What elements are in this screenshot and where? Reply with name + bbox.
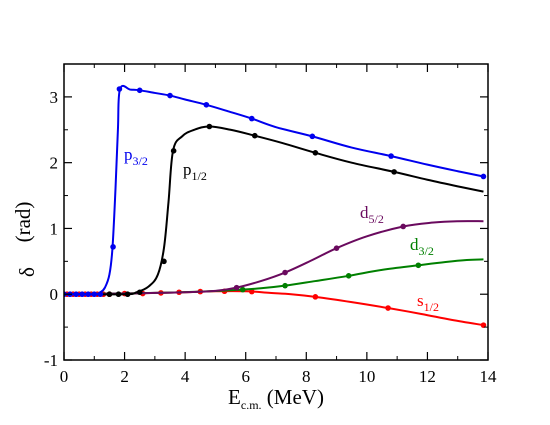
data-point (136, 289, 143, 296)
data-point (282, 282, 288, 289)
data-point (282, 269, 288, 276)
data-point (97, 291, 104, 298)
x-tick-label: 10 (358, 367, 375, 386)
y-tick-label: 0 (50, 285, 59, 304)
data-point (312, 294, 319, 300)
data-point (106, 291, 113, 298)
data-point (248, 115, 255, 122)
series-line (64, 84, 484, 296)
data-point (73, 291, 79, 298)
series-layer (64, 84, 487, 328)
series-label-d5-2: d5/2 (360, 203, 384, 226)
data-point (480, 173, 487, 180)
y-tick-label: -1 (44, 351, 58, 370)
series-line (64, 125, 484, 296)
data-point (110, 244, 116, 250)
x-axis-label: Ec.m. (MeV) (228, 385, 324, 412)
data-point (79, 291, 85, 298)
data-point (345, 273, 352, 279)
y-tick-label: 1 (50, 219, 59, 238)
data-point (161, 258, 167, 265)
x-tick-label: 6 (241, 367, 250, 386)
data-point (385, 305, 391, 311)
data-point (203, 101, 210, 108)
series-label-s1-2: s1/2 (417, 291, 439, 314)
plot-frame (63, 63, 489, 361)
x-axis-label-main: E (228, 385, 241, 409)
y-tick-label: 3 (50, 88, 59, 107)
x-tick-label: 14 (480, 367, 498, 386)
data-point (115, 291, 122, 298)
series-p1-2 (64, 123, 484, 298)
data-point (136, 87, 143, 94)
data-point (170, 148, 177, 154)
data-point (233, 284, 240, 291)
data-point (415, 262, 422, 269)
y-axis-label-symbol: δ (15, 267, 39, 277)
series-p3-2 (64, 84, 487, 298)
series-labels: p3/2 p1/2 d5/2 d3/2 s1/2 (124, 145, 439, 314)
y-tick-label: 2 (50, 154, 59, 173)
data-point (391, 169, 397, 175)
data-point (116, 86, 123, 92)
y-axis-label: δ (rad) (11, 202, 39, 277)
data-point (480, 322, 487, 328)
data-point (248, 288, 255, 295)
series-label-d3-2: d3/2 (410, 235, 434, 258)
x-tick-label: 12 (419, 367, 436, 386)
data-point (309, 133, 316, 140)
data-point (239, 286, 246, 293)
data-point (312, 150, 319, 156)
data-point (124, 291, 131, 298)
data-point (400, 223, 407, 230)
series-label-p1-2: p1/2 (183, 160, 207, 183)
data-point (252, 132, 258, 139)
series-d5-2 (64, 220, 484, 296)
y-axis-label-unit: (rad) (11, 202, 35, 243)
x-axis-label-unit: (MeV) (262, 385, 324, 409)
x-tick-label: 2 (120, 367, 129, 386)
x-tick-label: 4 (181, 367, 190, 386)
data-point (91, 291, 98, 298)
data-point (333, 245, 340, 251)
series-label-p3-2: p3/2 (124, 145, 148, 168)
data-point (167, 92, 173, 99)
x-tick-label: 8 (302, 367, 311, 386)
data-point (388, 153, 394, 159)
x-tick-label: 0 (60, 367, 69, 386)
data-point (85, 291, 92, 298)
data-point (206, 123, 213, 130)
x-axis-label-sub: c.m. (241, 398, 262, 412)
